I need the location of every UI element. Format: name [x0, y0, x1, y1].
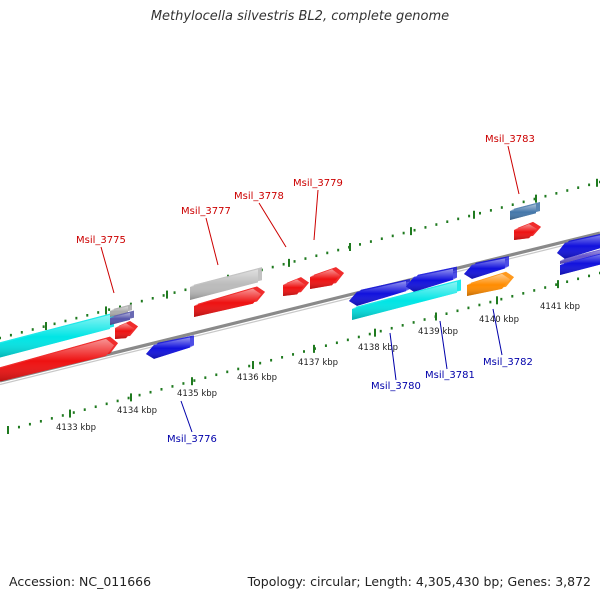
gene-arrow	[467, 271, 514, 296]
scale-label: 4139 kbp	[418, 327, 458, 337]
gene-label: Msil_3781	[425, 320, 475, 381]
gene-arrow	[0, 312, 114, 358]
gene-label: Msil_3779	[293, 178, 343, 241]
svg-text:Msil_3782: Msil_3782	[483, 357, 533, 368]
svg-text:Msil_3781: Msil_3781	[425, 370, 475, 381]
bottom-tick-line	[7, 271, 600, 434]
gene-label: Msil_3776	[167, 400, 217, 445]
gene-label: Msil_3777	[181, 206, 231, 266]
svg-text:Msil_3783: Msil_3783	[485, 134, 535, 145]
svg-text:Msil_3777: Msil_3777	[181, 206, 231, 217]
gene-label: Msil_3778	[234, 191, 287, 248]
gene-label: Msil_3783	[485, 134, 535, 195]
svg-text:Msil_3776: Msil_3776	[167, 434, 217, 445]
genome-summary-text: Topology: circular; Length: 4,305,430 bp…	[247, 574, 591, 589]
svg-text:Msil_3775: Msil_3775	[76, 235, 126, 246]
gene-arrow	[349, 278, 410, 306]
scale-label: 4133 kbp	[56, 423, 96, 433]
scale-label: 4140 kbp	[479, 315, 519, 325]
gene-arrow	[190, 267, 262, 300]
gene-arrow	[352, 279, 461, 320]
genome-title: Methylocella silvestris BL2, complete ge…	[150, 9, 450, 24]
gene-label: Msil_3780	[371, 332, 421, 392]
gene-arrow	[514, 221, 541, 240]
gene-arrow	[310, 267, 344, 289]
scale-label: 4134 kbp	[117, 406, 157, 416]
scale-labels: 4133 kbp 4134 kbp 4135 kbp 4136 kbp 4137 kbp…	[56, 302, 580, 433]
svg-text:Msil_3779: Msil_3779	[293, 178, 343, 189]
gene-arrow	[560, 253, 600, 275]
scale-label: 4141 kbp	[540, 302, 580, 312]
gene-arrow	[146, 335, 194, 359]
gene-label: Msil_3782	[483, 308, 533, 368]
accession-text: Accession: NC_011666	[9, 574, 152, 589]
gene-arrow	[406, 266, 457, 292]
gene-label: Msil_3775	[76, 235, 126, 294]
gene-arrow	[464, 256, 509, 279]
gene-arrow	[110, 310, 134, 325]
gene-arrow	[557, 234, 600, 259]
gene-arrow	[110, 304, 132, 317]
scale-label: 4136 kbp	[237, 373, 277, 383]
gene-features	[0, 202, 600, 382]
gene-arrow	[0, 336, 118, 382]
scale-label: 4137 kbp	[298, 358, 338, 368]
scale-label: 4138 kbp	[358, 343, 398, 353]
gene-arrow	[560, 249, 600, 264]
svg-text:Msil_3778: Msil_3778	[234, 191, 284, 202]
svg-text:Msil_3780: Msil_3780	[371, 381, 421, 392]
gene-arrow	[115, 320, 138, 339]
scale-label: 4135 kbp	[177, 389, 217, 399]
gene-arrow	[510, 202, 540, 220]
gene-arrow	[194, 286, 265, 317]
gene-arrow	[283, 277, 309, 296]
